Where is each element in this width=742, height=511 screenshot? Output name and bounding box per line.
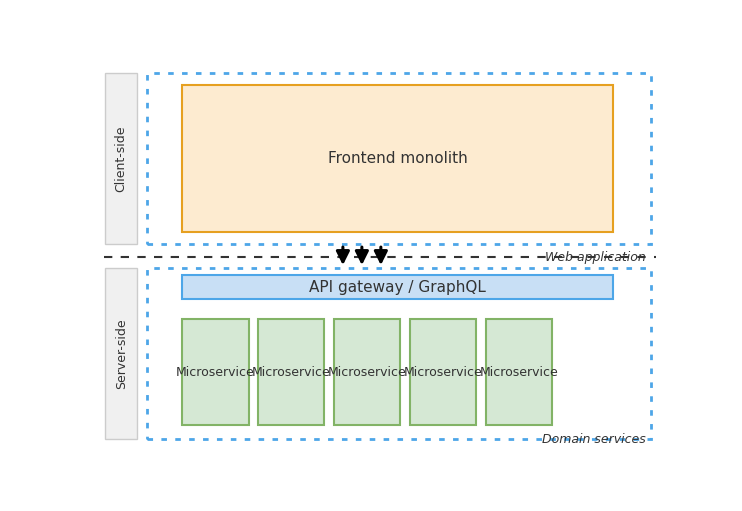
- Text: API gateway / GraphQL: API gateway / GraphQL: [309, 280, 486, 295]
- Text: Microservice: Microservice: [328, 366, 407, 379]
- Text: Microservice: Microservice: [252, 366, 330, 379]
- Bar: [257, 319, 324, 425]
- Text: Domain services: Domain services: [542, 433, 646, 446]
- Bar: [148, 268, 651, 439]
- Text: Web application: Web application: [545, 251, 646, 264]
- Text: Server-side: Server-side: [115, 318, 128, 389]
- Bar: [182, 85, 613, 233]
- Bar: [182, 275, 613, 299]
- Bar: [182, 319, 249, 425]
- Text: Microservice: Microservice: [176, 366, 255, 379]
- Bar: [410, 319, 476, 425]
- Bar: [334, 319, 401, 425]
- Bar: [485, 319, 552, 425]
- Text: Client-side: Client-side: [115, 126, 128, 192]
- Text: Microservice: Microservice: [479, 366, 558, 379]
- Bar: [148, 73, 651, 244]
- Text: Frontend monolith: Frontend monolith: [328, 151, 467, 166]
- Text: Microservice: Microservice: [404, 366, 482, 379]
- Bar: [105, 73, 137, 244]
- Bar: [105, 268, 137, 439]
